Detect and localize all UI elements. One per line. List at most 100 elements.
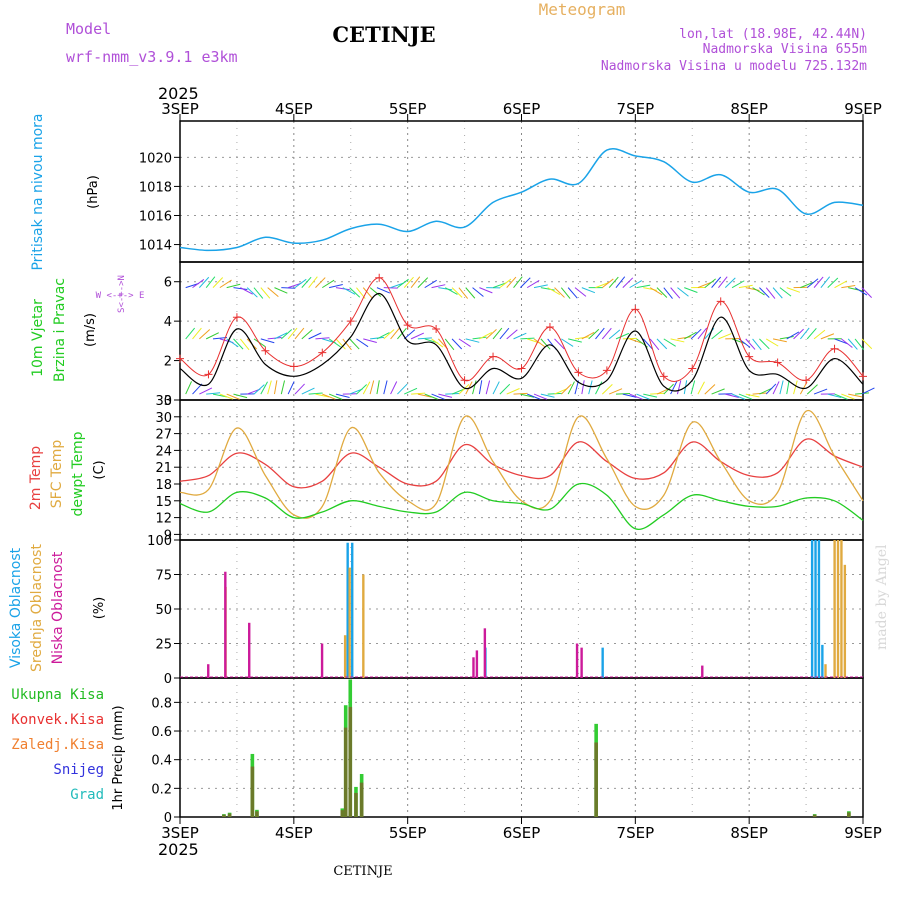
- wind-direction-arrow: [725, 393, 739, 398]
- wind-direction-arrow: [731, 393, 746, 400]
- y-tick-label: 2: [164, 355, 172, 370]
- wind-gust-marker: [802, 376, 811, 385]
- wind-direction-arrow: [601, 327, 612, 340]
- wind-direction-arrow: [233, 287, 248, 290]
- wind-direction-arrow: [581, 287, 596, 294]
- low-cloud-bar: [701, 665, 704, 678]
- wind-direction-arrow: [260, 287, 271, 299]
- panel-frame: [179, 399, 864, 541]
- y-tick-label: 24: [155, 444, 172, 459]
- wind-direction-arrow: [772, 338, 787, 343]
- x-axis: 3SEP 3SEP 4SEP 4SEP 5SEP 5SEP 6SEP 6SEP 7SEP 7SEP…: [161, 100, 882, 842]
- x-tick-label-top: 6SEP: [503, 100, 541, 118]
- wind-direction-arrow: [485, 380, 491, 395]
- wind-gust-marker: [346, 317, 355, 326]
- low-cloud-bar: [248, 622, 251, 678]
- wind-direction-arrow: [335, 338, 346, 350]
- wind-direction-arrow: [444, 338, 455, 351]
- sfc-temp-line: [179, 409, 864, 519]
- wind-direction-arrow: [711, 329, 723, 340]
- wind-direction-arrow: [649, 338, 660, 351]
- x-tick-label-top: 7SEP: [617, 100, 655, 118]
- x-tick-label-bottom: 7SEP: [617, 824, 655, 842]
- y-tick-label: 50: [155, 603, 172, 618]
- y-tick-label: 9: [164, 528, 172, 543]
- y-tick-label: 100: [147, 534, 172, 549]
- wind-direction-arrow: [308, 332, 322, 340]
- wind-direction-arrow: [513, 332, 527, 340]
- wind-direction-arrow: [465, 338, 480, 343]
- wind-direction-arrow: [540, 338, 551, 350]
- mid-cloud-bar: [343, 635, 347, 678]
- wind-direction-arrow: [308, 276, 318, 288]
- wind-title-1: 10m Vjetar: [30, 299, 46, 377]
- wind-direction-arrow: [656, 287, 668, 298]
- wind-direction-arrow: [533, 338, 546, 348]
- wind-direction-arrow: [526, 280, 540, 289]
- wind-gust-marker: [631, 305, 640, 314]
- wind-direction-arrow: [240, 287, 253, 295]
- wind-gust-marker: [830, 344, 839, 353]
- mid-cloud-bar: [833, 540, 836, 678]
- wind-gust-marker: [261, 346, 270, 355]
- wind-direction-arrow: [431, 284, 446, 289]
- y-tick-label: 0.8: [151, 696, 172, 711]
- wind-direction-arrow: [410, 276, 421, 288]
- wind-direction-arrow: [595, 282, 609, 289]
- wind-direction-arrow: [458, 384, 470, 395]
- wind-direction-arrow: [670, 338, 685, 343]
- wind-direction-arrow: [260, 338, 275, 344]
- high-cloud-bar: [817, 540, 821, 678]
- panel-frame: [179, 261, 864, 401]
- wind-gust-marker: [432, 325, 441, 334]
- wind-direction-arrow: [205, 332, 219, 340]
- wind-direction-arrow: [841, 393, 855, 400]
- wind-direction-arrow: [403, 329, 416, 340]
- wind-direction-arrow: [219, 279, 232, 289]
- wind-direction-arrow: [335, 393, 350, 398]
- strat-precip-bar: [340, 810, 345, 817]
- wind-direction-arrow: [636, 284, 651, 289]
- wind-direction-arrow: [738, 284, 753, 289]
- high-cloud-bar: [601, 647, 604, 678]
- wind-direction-arrow: [540, 393, 555, 398]
- wind-direction-arrow: [629, 280, 642, 289]
- cloud-title-2: Srednja Oblacnost: [29, 544, 45, 672]
- wind-direction-arrow: [458, 287, 469, 299]
- wind-direction-arrow: [677, 287, 689, 297]
- wind-direction-arrow: [301, 329, 313, 340]
- wind-direction-arrow: [444, 287, 458, 295]
- wind-direction-arrow: [806, 384, 818, 395]
- wind-direction-arrow: [574, 336, 589, 340]
- x-tick-label-top: 8SEP: [730, 100, 768, 118]
- wind-direction-arrow: [861, 287, 872, 298]
- footer-station: CETINJE: [333, 864, 392, 879]
- wind-direction-arrow: [745, 338, 756, 350]
- y-tick-label: 0.4: [151, 754, 172, 769]
- wind-direction-arrow: [731, 338, 746, 345]
- wind-gust-marker: [289, 362, 298, 371]
- wind-direction-arrow: [527, 393, 541, 400]
- legend-snow: Snijeg: [53, 762, 104, 778]
- y-tick-label: 0: [164, 811, 172, 826]
- y-tick-label: 4: [164, 315, 172, 330]
- wind-direction-arrow: [608, 388, 623, 395]
- temp-title-2: SFC Temp: [49, 440, 65, 509]
- wind-direction-arrow: [752, 287, 765, 296]
- wind-direction-arrow: [793, 328, 804, 340]
- wind-direction-arrow: [492, 381, 500, 395]
- wind-direction-arrow: [376, 332, 390, 340]
- wind-direction-arrow: [561, 338, 574, 347]
- cloud-title-1: Visoka Oblacnost: [8, 547, 24, 668]
- wind-direction-arrow: [472, 287, 484, 297]
- t2m-line: [179, 438, 864, 489]
- wind-direction-arrow: [315, 337, 330, 340]
- wind-direction-arrow: [294, 327, 305, 340]
- wind-direction-arrow: [390, 282, 404, 289]
- legend-frz-rain: Zaledj.Kisa: [11, 737, 104, 753]
- wind-direction-arrow: [383, 329, 395, 340]
- wind-direction-arrow: [370, 336, 385, 340]
- wind-direction-arrow: [786, 287, 801, 293]
- credit-label: made by Angel: [874, 544, 890, 650]
- wind-direction-arrow: [581, 331, 595, 340]
